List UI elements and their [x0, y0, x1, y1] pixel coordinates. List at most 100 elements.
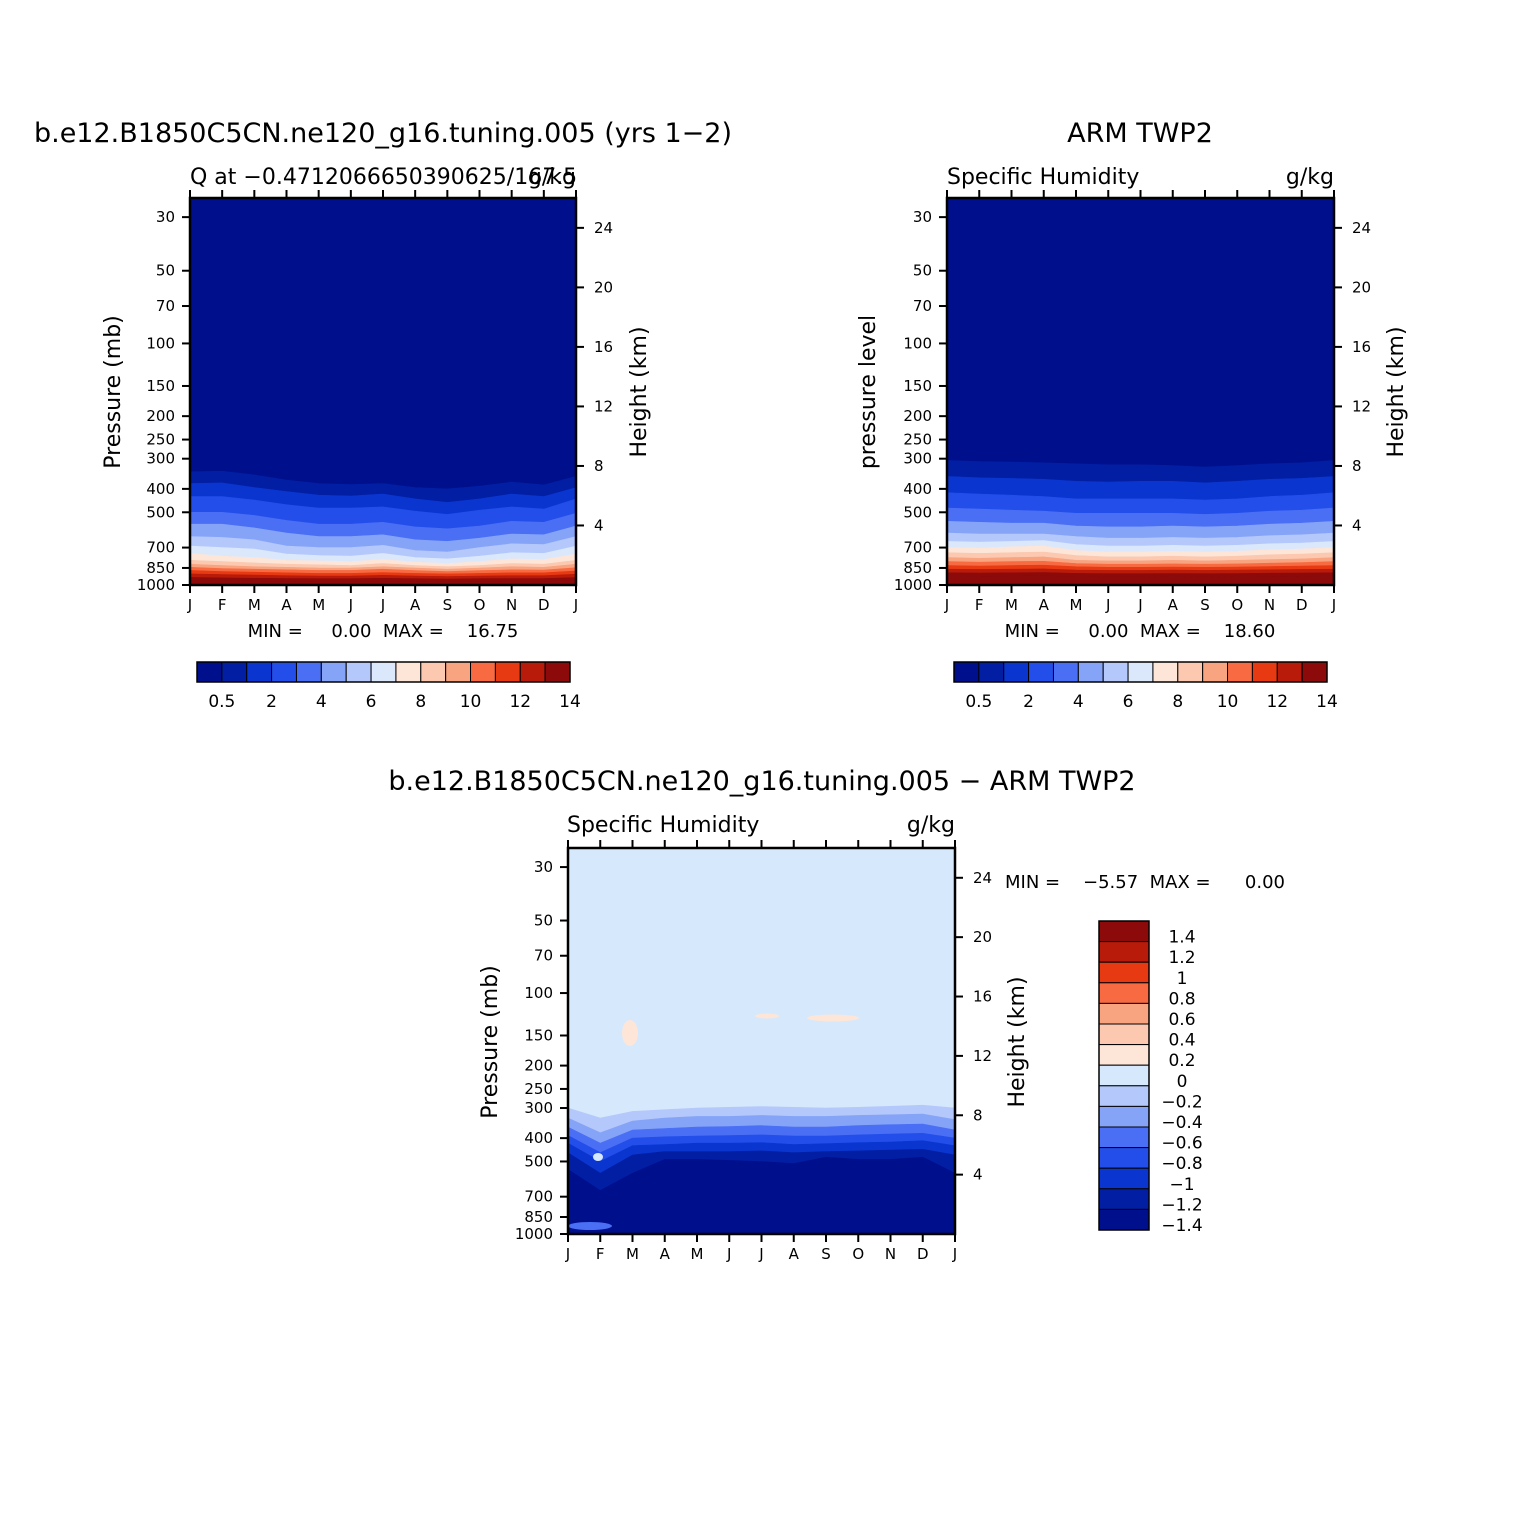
y-tick-label: 700 — [903, 539, 932, 557]
x-tick-label: M — [248, 596, 261, 614]
panel2-contour-field — [946, 198, 1335, 586]
y-tick-label: 200 — [146, 407, 175, 425]
colorbar-cell — [320, 661, 347, 683]
colorbar-cell — [370, 661, 397, 683]
y-tick-label: 500 — [524, 1152, 553, 1170]
positive-patch — [622, 1020, 638, 1046]
y-right-tick-label: 24 — [594, 219, 613, 237]
contour-band — [946, 575, 1335, 586]
colorbar-cell — [1098, 1188, 1150, 1210]
y-tick-label: 850 — [524, 1208, 553, 1226]
x-tick-label: M — [1005, 596, 1018, 614]
panel1-ylabel: Pressure (mb) — [101, 315, 126, 469]
y-right-tick-label: 8 — [1352, 457, 1362, 475]
positive-patch — [593, 1153, 603, 1161]
x-tick-label: M — [1070, 596, 1083, 614]
colorbar-cell — [1003, 661, 1030, 683]
colorbar-label: 0.5 — [965, 692, 992, 712]
y-right-tick-label: 20 — [1352, 278, 1371, 296]
y-tick-label: 700 — [524, 1188, 553, 1206]
x-tick-label: A — [410, 596, 421, 614]
colorbar-cell — [345, 661, 372, 683]
colorbar-cell — [395, 661, 422, 683]
y-right-tick-label: 8 — [973, 1106, 983, 1124]
y-right-tick-label: 16 — [594, 338, 613, 356]
colorbar-label: 1.4 — [1168, 928, 1195, 948]
y-tick-label: 850 — [903, 559, 932, 577]
colorbar-label: −1 — [1169, 1175, 1194, 1195]
y-tick-label: 500 — [146, 503, 175, 521]
panel3-ylabel: Pressure (mb) — [478, 965, 503, 1119]
y-right-tick-label: 4 — [973, 1166, 983, 1184]
y-right-tick-label: 16 — [1352, 338, 1371, 356]
colorbar-frame — [196, 661, 571, 683]
y-tick-label: 200 — [903, 407, 932, 425]
y-tick-label: 100 — [524, 984, 553, 1002]
panel-obs: ARM TWP2 Specific Humidity g/kg J F M A M J J A… — [856, 118, 1409, 712]
x-tick-label: J — [952, 1245, 957, 1263]
panel2-ylabel: pressure level — [856, 315, 881, 469]
y-tick-label: 30 — [534, 858, 553, 876]
x-tick-label: O — [1231, 596, 1243, 614]
colorbar-label: 6 — [366, 692, 377, 712]
x-tick-label: A — [789, 1245, 800, 1263]
x-tick-label: D — [538, 596, 550, 614]
colorbar-label: 14 — [559, 692, 581, 712]
y-tick-label: 30 — [913, 208, 932, 226]
x-tick-label: J — [380, 596, 385, 614]
colorbar-label: 2 — [1023, 692, 1034, 712]
colorbar-cell — [1177, 661, 1204, 683]
y-tick-label: 150 — [903, 377, 932, 395]
colorbar-cell — [1077, 661, 1104, 683]
panel3-colorbar: 1.41.210.80.60.40.20−0.2−0.4−0.6−0.8−1−1… — [1098, 920, 1203, 1236]
panel1-title: b.e12.B1850C5CN.ne120_g16.tuning.005 (yr… — [34, 118, 732, 149]
y-tick-label: 850 — [146, 559, 175, 577]
colorbar-cell — [494, 661, 521, 683]
colorbar-label: 10 — [460, 692, 482, 712]
y-tick-label: 300 — [524, 1099, 553, 1117]
y-tick-label: 50 — [913, 262, 932, 280]
x-tick-label: D — [917, 1245, 929, 1263]
y-tick-label: 1000 — [137, 576, 175, 594]
y-tick-label: 100 — [146, 334, 175, 352]
x-tick-label: J — [1137, 596, 1142, 614]
colorbar-cell — [544, 661, 571, 683]
colorbar-cell — [1152, 661, 1179, 683]
colorbar-cell — [1202, 661, 1229, 683]
x-tick-label: N — [506, 596, 517, 614]
colorbar-cell — [1098, 982, 1150, 1004]
colorbar-label: 8 — [415, 692, 426, 712]
x-tick-label: M — [312, 596, 325, 614]
colorbar-label: 8 — [1172, 692, 1183, 712]
panel1-ylabel-right: Height (km) — [627, 326, 652, 457]
x-tick-label: S — [1200, 596, 1210, 614]
panel3-subtitle-left: Specific Humidity — [567, 813, 759, 838]
y-right-tick-label: 12 — [1352, 397, 1371, 415]
y-tick-label: 250 — [903, 431, 932, 449]
colorbar-label: 0 — [1177, 1072, 1188, 1092]
colorbar-label: 2 — [266, 692, 277, 712]
panel3-minmax: MIN = −5.57 MAX = 0.00 — [1005, 872, 1285, 893]
panel2-subtitle-left: Specific Humidity — [947, 165, 1139, 190]
colorbar-cell — [1098, 941, 1150, 963]
x-tick-label: A — [281, 596, 292, 614]
y-tick-label: 50 — [156, 262, 175, 280]
x-tick-label: A — [1168, 596, 1179, 614]
colorbar-cell — [953, 661, 980, 683]
y-right-tick-label: 8 — [594, 457, 604, 475]
x-tick-label: O — [474, 596, 486, 614]
colorbar-label: 12 — [1266, 692, 1288, 712]
y-right-tick-label: 24 — [973, 869, 992, 887]
colorbar-cell — [1098, 1126, 1150, 1149]
y-right-tick-label: 20 — [973, 928, 992, 946]
colorbar-label: 14 — [1316, 692, 1338, 712]
positive-patch — [568, 1222, 612, 1230]
y-right-tick-label: 4 — [1352, 516, 1362, 534]
y-tick-label: 70 — [156, 297, 175, 315]
panel1-subtitle-right: g/kg — [528, 165, 576, 190]
panel1-contour-field — [189, 198, 577, 586]
y-tick-label: 250 — [146, 431, 175, 449]
colorbar-cell — [295, 661, 322, 683]
colorbar-label: −1.2 — [1161, 1195, 1202, 1215]
